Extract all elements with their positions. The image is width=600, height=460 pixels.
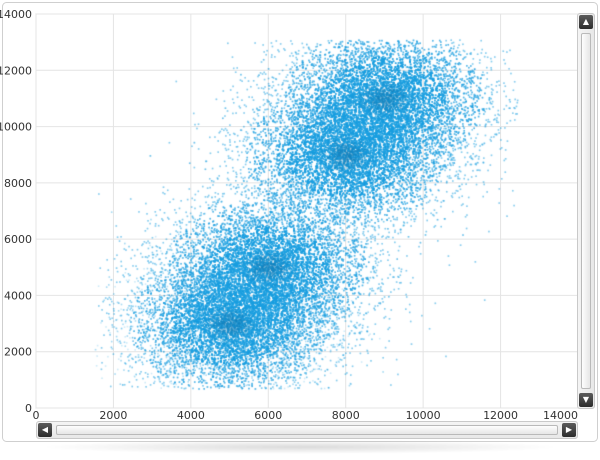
x-tick-label: 0 bbox=[33, 409, 40, 422]
x-tick-label: 8000 bbox=[332, 409, 360, 422]
chart-shadow bbox=[40, 440, 560, 454]
y-tick-label: 0 bbox=[25, 402, 32, 415]
scroll-left-icon[interactable]: ◀ bbox=[38, 423, 52, 437]
x-tick-label: 4000 bbox=[177, 409, 205, 422]
scroll-right-icon[interactable]: ▶ bbox=[562, 423, 576, 437]
x-tick-label: 12000 bbox=[483, 409, 518, 422]
y-tick-label: 12000 bbox=[0, 64, 32, 77]
y-tick-label: 14000 bbox=[0, 8, 32, 21]
horizontal-scrollbar[interactable]: ◀ ▶ bbox=[36, 421, 578, 439]
scroll-down-icon[interactable]: ▼ bbox=[579, 393, 593, 407]
y-tick-label: 6000 bbox=[4, 233, 32, 246]
y-tick-label: 4000 bbox=[4, 289, 32, 302]
y-tick-label: 10000 bbox=[0, 121, 32, 134]
horizontal-scroll-thumb[interactable] bbox=[56, 425, 558, 435]
x-tick-label: 14000 bbox=[543, 409, 578, 422]
vertical-scrollbar[interactable]: ▲ ▼ bbox=[577, 13, 595, 409]
x-tick-label: 2000 bbox=[99, 409, 127, 422]
y-tick-label: 2000 bbox=[4, 346, 32, 359]
y-tick-label: 8000 bbox=[4, 177, 32, 190]
scroll-up-icon[interactable]: ▲ bbox=[579, 15, 593, 29]
x-tick-label: 10000 bbox=[406, 409, 441, 422]
vertical-scroll-thumb[interactable] bbox=[581, 33, 591, 389]
x-tick-label: 6000 bbox=[254, 409, 282, 422]
